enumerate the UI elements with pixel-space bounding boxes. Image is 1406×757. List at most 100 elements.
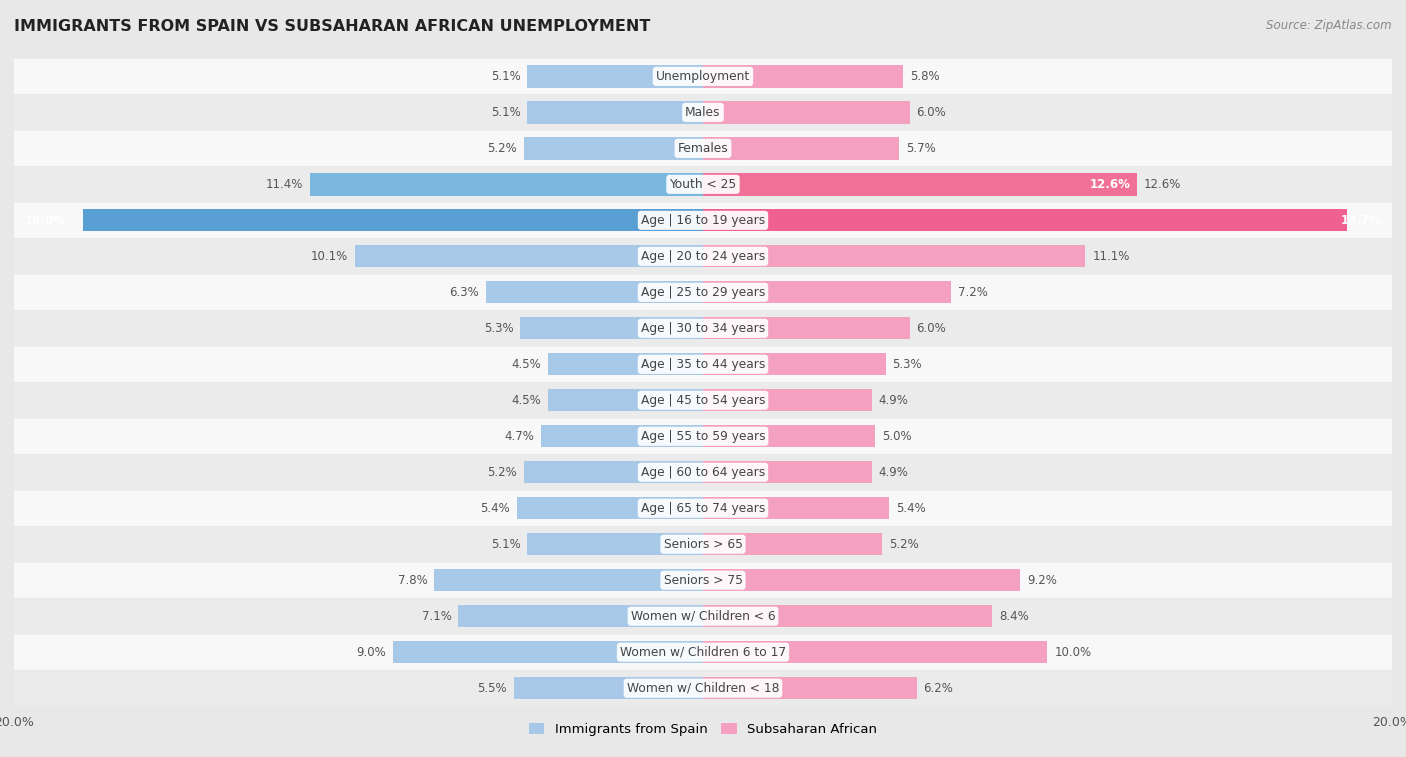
FancyBboxPatch shape	[14, 419, 1392, 454]
FancyBboxPatch shape	[14, 131, 1392, 166]
Text: 5.2%: 5.2%	[889, 537, 918, 551]
Bar	[703, 101, 910, 123]
Text: 10.0%: 10.0%	[1054, 646, 1091, 659]
Text: 4.9%: 4.9%	[879, 394, 908, 407]
Text: 8.4%: 8.4%	[1000, 609, 1029, 623]
Bar	[517, 497, 703, 519]
Text: 6.0%: 6.0%	[917, 322, 946, 335]
Text: Age | 25 to 29 years: Age | 25 to 29 years	[641, 286, 765, 299]
FancyBboxPatch shape	[14, 347, 1392, 382]
Text: Age | 45 to 54 years: Age | 45 to 54 years	[641, 394, 765, 407]
Bar	[513, 677, 703, 699]
Bar	[703, 389, 872, 412]
Text: 7.8%: 7.8%	[398, 574, 427, 587]
Bar	[703, 605, 993, 628]
Legend: Immigrants from Spain, Subsaharan African: Immigrants from Spain, Subsaharan Africa…	[523, 718, 883, 741]
Text: 5.1%: 5.1%	[491, 106, 520, 119]
Text: 11.4%: 11.4%	[266, 178, 304, 191]
Text: Age | 30 to 34 years: Age | 30 to 34 years	[641, 322, 765, 335]
Text: 9.0%: 9.0%	[356, 646, 387, 659]
Text: 11.1%: 11.1%	[1092, 250, 1129, 263]
Text: 10.1%: 10.1%	[311, 250, 349, 263]
Text: Women w/ Children < 18: Women w/ Children < 18	[627, 682, 779, 695]
Bar	[703, 461, 872, 484]
Text: IMMIGRANTS FROM SPAIN VS SUBSAHARAN AFRICAN UNEMPLOYMENT: IMMIGRANTS FROM SPAIN VS SUBSAHARAN AFRI…	[14, 19, 651, 34]
Text: Women w/ Children 6 to 17: Women w/ Children 6 to 17	[620, 646, 786, 659]
Text: 12.6%: 12.6%	[1144, 178, 1181, 191]
Bar	[703, 65, 903, 88]
Bar	[703, 137, 900, 160]
Bar	[527, 101, 703, 123]
Bar	[703, 497, 889, 519]
Bar	[703, 569, 1019, 591]
FancyBboxPatch shape	[14, 527, 1392, 562]
Text: 7.2%: 7.2%	[957, 286, 988, 299]
Text: 5.3%: 5.3%	[893, 358, 922, 371]
FancyBboxPatch shape	[14, 562, 1392, 598]
Text: 6.0%: 6.0%	[917, 106, 946, 119]
FancyBboxPatch shape	[14, 491, 1392, 526]
Bar	[541, 425, 703, 447]
Text: 4.7%: 4.7%	[505, 430, 534, 443]
Text: Seniors > 65: Seniors > 65	[664, 537, 742, 551]
FancyBboxPatch shape	[14, 599, 1392, 634]
Bar	[524, 137, 703, 160]
Text: 5.1%: 5.1%	[491, 537, 520, 551]
FancyBboxPatch shape	[14, 382, 1392, 418]
Text: 4.5%: 4.5%	[512, 358, 541, 371]
Bar	[548, 353, 703, 375]
Text: Women w/ Children < 6: Women w/ Children < 6	[631, 609, 775, 623]
Text: 5.5%: 5.5%	[477, 682, 506, 695]
Bar	[520, 317, 703, 339]
Bar	[703, 173, 1137, 195]
Text: 5.2%: 5.2%	[488, 466, 517, 478]
Bar	[703, 317, 910, 339]
FancyBboxPatch shape	[14, 238, 1392, 274]
FancyBboxPatch shape	[14, 59, 1392, 94]
Text: 5.2%: 5.2%	[488, 142, 517, 155]
Bar	[434, 569, 703, 591]
FancyBboxPatch shape	[14, 455, 1392, 490]
Text: Females: Females	[678, 142, 728, 155]
Text: 7.1%: 7.1%	[422, 609, 451, 623]
Text: Males: Males	[685, 106, 721, 119]
FancyBboxPatch shape	[14, 671, 1392, 706]
Bar	[458, 605, 703, 628]
Bar	[524, 461, 703, 484]
Text: 5.4%: 5.4%	[896, 502, 925, 515]
FancyBboxPatch shape	[14, 634, 1392, 670]
Text: 18.0%: 18.0%	[24, 213, 65, 227]
Text: 5.4%: 5.4%	[481, 502, 510, 515]
Bar	[703, 281, 950, 304]
Text: 18.7%: 18.7%	[1341, 213, 1382, 227]
Text: 5.7%: 5.7%	[907, 142, 936, 155]
Text: 12.6%: 12.6%	[1090, 178, 1130, 191]
Text: 5.3%: 5.3%	[484, 322, 513, 335]
FancyBboxPatch shape	[14, 275, 1392, 310]
Text: 9.2%: 9.2%	[1026, 574, 1057, 587]
Bar	[486, 281, 703, 304]
Text: Age | 16 to 19 years: Age | 16 to 19 years	[641, 213, 765, 227]
Text: 5.8%: 5.8%	[910, 70, 939, 83]
Text: Unemployment: Unemployment	[655, 70, 751, 83]
Text: 4.9%: 4.9%	[879, 466, 908, 478]
Bar	[311, 173, 703, 195]
Bar	[703, 641, 1047, 663]
Bar	[356, 245, 703, 267]
FancyBboxPatch shape	[14, 310, 1392, 346]
Text: 6.2%: 6.2%	[924, 682, 953, 695]
Bar	[703, 677, 917, 699]
Text: 5.0%: 5.0%	[882, 430, 911, 443]
Bar	[392, 641, 703, 663]
Bar	[703, 353, 886, 375]
Text: Source: ZipAtlas.com: Source: ZipAtlas.com	[1267, 19, 1392, 32]
Text: 6.3%: 6.3%	[450, 286, 479, 299]
Bar	[527, 65, 703, 88]
Text: Age | 55 to 59 years: Age | 55 to 59 years	[641, 430, 765, 443]
Bar	[548, 389, 703, 412]
Text: Age | 20 to 24 years: Age | 20 to 24 years	[641, 250, 765, 263]
FancyBboxPatch shape	[14, 203, 1392, 238]
Text: 4.5%: 4.5%	[512, 394, 541, 407]
Bar	[527, 533, 703, 556]
Bar	[703, 209, 1347, 232]
